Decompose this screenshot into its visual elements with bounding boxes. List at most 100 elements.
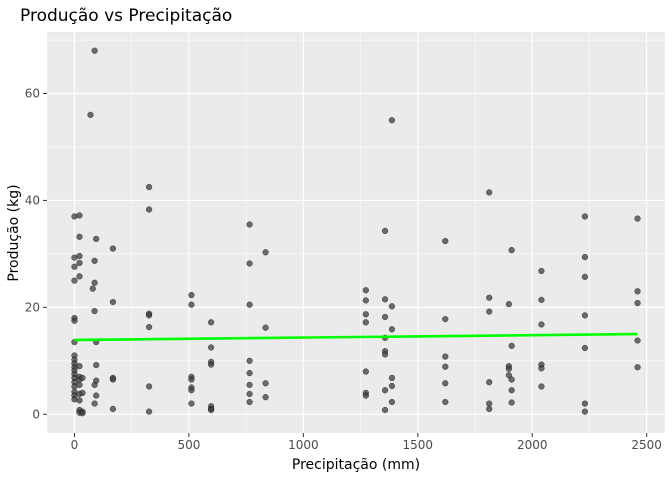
data-point	[93, 235, 100, 243]
data-point	[508, 399, 515, 406]
data-point	[508, 342, 515, 349]
data-point	[145, 408, 153, 415]
data-point	[486, 189, 493, 196]
data-point	[145, 383, 153, 390]
data-point	[188, 376, 195, 383]
data-point	[362, 311, 369, 318]
data-point	[145, 206, 153, 213]
y-tick-label: 40	[25, 193, 40, 207]
data-point	[89, 285, 96, 292]
y-tick-label: 20	[25, 300, 40, 314]
data-point	[388, 326, 396, 333]
data-point	[362, 287, 369, 294]
data-point	[246, 369, 253, 377]
data-point	[188, 400, 195, 407]
data-point	[581, 312, 589, 319]
data-point	[246, 381, 253, 389]
data-point	[93, 361, 100, 369]
data-point	[76, 259, 83, 267]
data-point	[634, 288, 641, 295]
data-point	[93, 392, 100, 399]
data-point	[246, 260, 253, 267]
data-point	[581, 213, 589, 220]
data-point	[508, 376, 515, 383]
data-point	[246, 301, 253, 308]
data-point	[93, 377, 100, 384]
data-point	[91, 307, 98, 315]
data-point	[91, 257, 98, 264]
data-point	[442, 380, 449, 387]
data-point	[362, 297, 369, 304]
x-tick-label: 1000	[288, 438, 319, 452]
data-point	[188, 387, 195, 394]
data-point	[76, 363, 83, 370]
x-tick-label: 1500	[403, 438, 434, 452]
grid-lines	[47, 32, 665, 433]
data-point	[246, 398, 253, 406]
data-point	[442, 363, 449, 370]
data-point	[207, 319, 215, 326]
data-point	[76, 233, 83, 240]
data-point	[71, 396, 78, 403]
x-tick-label: 2500	[631, 438, 662, 452]
data-point	[145, 183, 153, 191]
data-point	[109, 245, 117, 252]
data-points	[71, 47, 641, 417]
data-point	[581, 344, 589, 352]
plot-panel	[47, 32, 665, 433]
data-point	[538, 365, 545, 372]
data-point	[381, 387, 389, 394]
data-point	[91, 47, 98, 54]
data-point	[381, 313, 389, 321]
data-point	[76, 252, 83, 260]
data-point	[505, 365, 513, 372]
data-point	[538, 383, 545, 390]
data-point	[262, 249, 269, 256]
data-point	[486, 294, 493, 301]
data-point	[91, 279, 98, 286]
data-point	[381, 227, 389, 235]
data-point	[262, 380, 269, 387]
data-point	[79, 410, 86, 417]
data-point	[109, 298, 117, 306]
data-point	[508, 246, 515, 254]
data-point	[362, 319, 369, 326]
data-point	[188, 291, 195, 299]
data-point	[91, 400, 98, 407]
data-point	[388, 374, 396, 382]
data-point	[362, 368, 369, 375]
data-point	[581, 400, 589, 407]
data-point	[538, 267, 545, 275]
data-point	[538, 296, 545, 304]
data-point	[145, 312, 153, 319]
data-point	[76, 212, 83, 219]
y-axis-title: Produção (kg)	[6, 184, 22, 281]
data-point	[486, 308, 493, 315]
data-point	[634, 337, 641, 344]
data-point	[79, 389, 86, 397]
data-point	[79, 374, 86, 382]
data-point	[442, 353, 449, 360]
x-tick-label: 2000	[517, 438, 548, 452]
data-point	[246, 221, 253, 228]
data-point	[76, 381, 83, 389]
x-axis-ticks: 0 500 1000 1500 2000 2500	[71, 433, 662, 452]
data-point	[634, 364, 641, 371]
data-point	[381, 296, 389, 303]
data-point	[388, 398, 396, 406]
data-point	[262, 324, 269, 331]
y-tick-label: 60	[25, 86, 40, 100]
data-point	[581, 253, 589, 261]
data-point	[388, 382, 396, 390]
data-point	[71, 213, 78, 220]
y-tick-label: 0	[32, 407, 40, 421]
data-point	[71, 317, 78, 324]
data-point	[486, 405, 493, 413]
data-point	[246, 390, 253, 398]
data-point	[71, 277, 78, 284]
data-point	[76, 273, 83, 280]
data-point	[505, 300, 513, 308]
data-point	[87, 111, 94, 119]
data-point	[207, 361, 215, 368]
